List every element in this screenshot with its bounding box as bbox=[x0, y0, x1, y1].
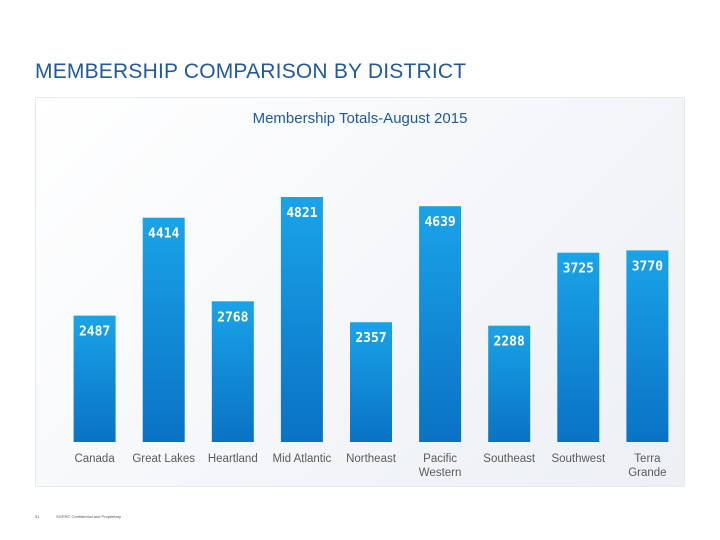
category-label: Heartland bbox=[208, 453, 258, 465]
bar-canada bbox=[73, 315, 116, 442]
membership-bar-chart: Membership Totals-August 2015 2487 4414 27… bbox=[73, 110, 669, 479]
category-label: Northeast bbox=[346, 453, 397, 465]
bar-terra-grande bbox=[626, 250, 669, 442]
data-label: 4821 bbox=[286, 206, 317, 221]
category-label: Terra Grande bbox=[628, 453, 666, 479]
category-label: Mid Atlantic bbox=[272, 453, 331, 465]
bar-southeast bbox=[488, 325, 531, 442]
data-label: 4639 bbox=[424, 215, 455, 230]
footer-text: SGPRC Confidential and Proprietary bbox=[56, 514, 122, 519]
data-label: 2487 bbox=[79, 325, 110, 340]
bar-great-lakes bbox=[142, 217, 185, 442]
bar-heartland bbox=[211, 301, 254, 442]
category-label: Pacific Western bbox=[419, 453, 462, 479]
bar-mid-atlantic bbox=[280, 197, 323, 442]
data-label: 3770 bbox=[632, 259, 663, 274]
chart-title: Membership Totals-August 2015 bbox=[253, 110, 468, 127]
bar-southwest bbox=[557, 252, 600, 442]
footer: 51 SGPRC Confidential and Proprietary bbox=[35, 514, 121, 519]
category-label: Southeast bbox=[483, 453, 536, 465]
data-label: 3725 bbox=[563, 262, 594, 277]
data-label: 2768 bbox=[217, 310, 248, 325]
category-label: Southwest bbox=[551, 453, 606, 465]
data-label: 2288 bbox=[494, 335, 525, 350]
data-label: 2357 bbox=[355, 331, 386, 346]
bar-northeast bbox=[350, 322, 392, 442]
category-label: Canada bbox=[74, 453, 115, 465]
slide-title: MEMBERSHIP COMPARISON BY DISTRICT bbox=[35, 60, 467, 83]
bar-pacific-western bbox=[419, 206, 462, 442]
page-number: 51 bbox=[35, 514, 40, 519]
category-label: Great Lakes bbox=[132, 453, 195, 465]
data-label: 4414 bbox=[148, 227, 179, 242]
